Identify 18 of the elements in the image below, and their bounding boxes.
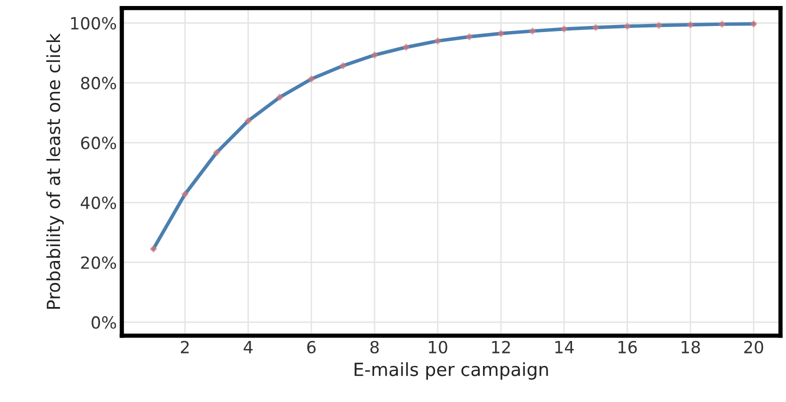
y-tick-label: 60% bbox=[81, 136, 116, 150]
x-tick-label: 6 bbox=[307, 340, 316, 354]
y-tick-label: 0% bbox=[92, 316, 116, 329]
x-tick-label: 8 bbox=[370, 340, 379, 354]
x-tick-label: 14 bbox=[555, 341, 574, 354]
x-tick-label: 16 bbox=[618, 340, 637, 354]
x-tick-label: 12 bbox=[492, 340, 510, 354]
x-tick-label: 4 bbox=[244, 341, 253, 354]
x-tick-label: 20 bbox=[744, 340, 764, 354]
y-tick-label: 40% bbox=[80, 196, 116, 210]
x-tick-label: 2 bbox=[180, 340, 189, 354]
y-tick-label: 80% bbox=[81, 76, 116, 90]
x-axis-title: E-mails per campaign bbox=[354, 362, 548, 380]
y-axis-title: Probability of at least one click bbox=[46, 33, 64, 309]
x-tick-label: 10 bbox=[428, 340, 448, 354]
y-tick-label: 100% bbox=[71, 16, 116, 30]
y-tick-label: 20% bbox=[81, 256, 116, 269]
x-tick-label: 18 bbox=[682, 340, 700, 354]
